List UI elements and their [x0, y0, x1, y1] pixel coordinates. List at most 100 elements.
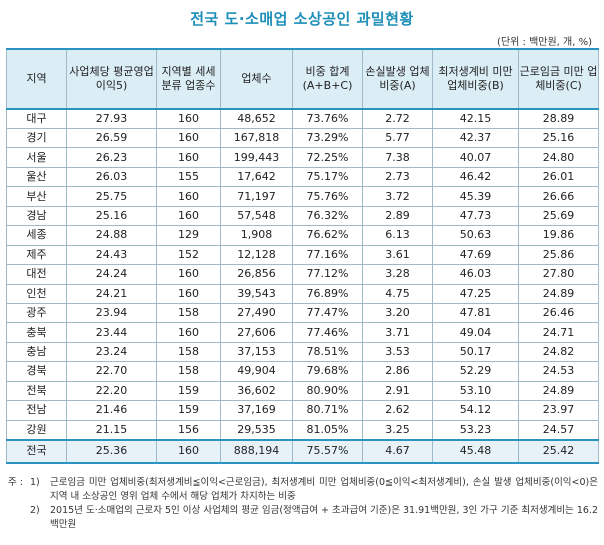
value-cell: 45.39 [432, 186, 519, 207]
value-cell: 199,443 [220, 147, 293, 168]
value-cell: 3.25 [362, 419, 433, 441]
value-cell: 24.57 [518, 419, 599, 441]
value-cell: 12,128 [220, 244, 293, 266]
region-cell: 경북 [6, 361, 67, 382]
value-cell: 26.23 [66, 147, 157, 168]
value-cell: 24.71 [518, 322, 599, 343]
value-cell: 77.47% [292, 302, 363, 324]
value-cell: 160 [156, 438, 221, 464]
value-cell: 3.20 [362, 302, 433, 324]
table-body: 대구 27.93 160 48,652 73.76% 2.72 42.15 28.89 경기 26… [6, 108, 599, 464]
value-cell: 25.16 [66, 205, 157, 227]
value-cell: 160 [156, 283, 221, 304]
value-cell: 78.51% [292, 341, 363, 363]
value-cell: 27.80 [518, 264, 599, 285]
footnote-text: 2015년 도·소매업의 근로자 5인 이상 사업체의 평균 임금(정액급여 +… [50, 505, 598, 530]
value-cell: 2.72 [362, 108, 433, 129]
value-cell: 159 [156, 400, 221, 421]
value-cell: 57,548 [220, 205, 293, 227]
value-cell: 158 [156, 361, 221, 382]
footnote-number: 2) [30, 505, 40, 516]
table-row: 광주 23.94 158 27,490 77.47% 3.20 47.81 26.46 [6, 302, 599, 324]
region-cell: 세종 [6, 225, 67, 246]
region-cell: 전국 [6, 438, 67, 464]
value-cell: 50.63 [432, 225, 519, 246]
page-title: 전국 도·소매업 소상공인 과밀현황 [190, 10, 414, 28]
header-row: 지역 사업체당 평균영업이익5) 지역별 세세분류 업종수 업체수 비중 합계 (A+B… [6, 48, 599, 110]
value-cell: 2.62 [362, 400, 433, 421]
region-cell: 경남 [6, 205, 67, 227]
value-cell: 24.82 [518, 341, 599, 363]
region-cell: 제주 [6, 244, 67, 266]
table-row: 세종 24.88 129 1,908 76.62% 6.13 50.63 19.86 [6, 225, 599, 246]
value-cell: 24.21 [66, 283, 157, 304]
unit-label: (단위 : 백만원, 개, %) [497, 37, 592, 48]
value-cell: 25.16 [518, 127, 599, 149]
footnote-2: 2) 2015년 도·소매업의 근로자 5인 이상 사업체의 평균 임금(정액급… [8, 504, 598, 532]
table-row: 경북 22.70 158 49,904 79.68% 2.86 52.29 24.53 [6, 361, 599, 382]
footnote-text: 근로임금 미만 업체비중(최저생계비≦이익<근로임금), 최저생계비 미만 업체… [50, 477, 598, 502]
value-cell: 25.75 [66, 186, 157, 207]
value-cell: 79.68% [292, 361, 363, 382]
value-cell: 53.10 [432, 380, 519, 402]
table-row: 울산 26.03 155 17,642 75.17% 2.73 46.42 26.01 [6, 166, 599, 188]
total-row: 전국 25.36 160 888,194 75.57% 4.67 45.48 25.42 [6, 438, 599, 464]
value-cell: 49.04 [432, 322, 519, 343]
value-cell: 45.48 [432, 438, 519, 464]
column-header: 사업체당 평균영업이익5) [66, 48, 157, 110]
value-cell: 26.66 [518, 186, 599, 207]
value-cell: 77.46% [292, 322, 363, 343]
table-row: 전북 22.20 159 36,602 80.90% 2.91 53.10 24.89 [6, 380, 599, 402]
value-cell: 3.61 [362, 244, 433, 266]
value-cell: 53.23 [432, 419, 519, 441]
value-cell: 49,904 [220, 361, 293, 382]
footnote-number: 1) [30, 477, 40, 488]
column-header: 지역별 세세분류 업종수 [156, 48, 221, 110]
column-header: 지역 [6, 48, 67, 110]
value-cell: 72.25% [292, 147, 363, 168]
region-cell: 경기 [6, 127, 67, 149]
value-cell: 129 [156, 225, 221, 246]
value-cell: 24.80 [518, 147, 599, 168]
value-cell: 28.89 [518, 108, 599, 129]
region-cell: 전북 [6, 380, 67, 402]
value-cell: 80.71% [292, 400, 363, 421]
table-row: 대전 24.24 160 26,856 77.12% 3.28 46.03 27.80 [6, 264, 599, 285]
value-cell: 73.29% [292, 127, 363, 149]
value-cell: 160 [156, 147, 221, 168]
value-cell: 2.89 [362, 205, 433, 227]
region-cell: 충북 [6, 322, 67, 343]
value-cell: 75.17% [292, 166, 363, 188]
value-cell: 39,543 [220, 283, 293, 304]
value-cell: 888,194 [220, 438, 293, 464]
region-cell: 전남 [6, 400, 67, 421]
value-cell: 158 [156, 302, 221, 324]
value-cell: 26.03 [66, 166, 157, 188]
value-cell: 160 [156, 205, 221, 227]
value-cell: 76.89% [292, 283, 363, 304]
value-cell: 24.88 [66, 225, 157, 246]
value-cell: 42.37 [432, 127, 519, 149]
value-cell: 75.76% [292, 186, 363, 207]
value-cell: 48,652 [220, 108, 293, 129]
value-cell: 42.15 [432, 108, 519, 129]
value-cell: 37,153 [220, 341, 293, 363]
table-row: 경남 25.16 160 57,548 76.32% 2.89 47.73 25.69 [6, 205, 599, 227]
value-cell: 81.05% [292, 419, 363, 441]
table-row: 강원 21.15 156 29,535 81.05% 3.25 53.23 24.57 [6, 419, 599, 441]
value-cell: 23.24 [66, 341, 157, 363]
value-cell: 26.01 [518, 166, 599, 188]
table-row: 전남 21.46 159 37,169 80.71% 2.62 54.12 23.97 [6, 400, 599, 421]
value-cell: 46.42 [432, 166, 519, 188]
table-row: 충북 23.44 160 27,606 77.46% 3.71 49.04 24.71 [6, 322, 599, 343]
column-header: 비중 합계 (A+B+C) [292, 48, 363, 110]
value-cell: 160 [156, 322, 221, 343]
value-cell: 167,818 [220, 127, 293, 149]
region-cell: 부산 [6, 186, 67, 207]
value-cell: 155 [156, 166, 221, 188]
value-cell: 47.25 [432, 283, 519, 304]
value-cell: 3.72 [362, 186, 433, 207]
table-row: 인천 24.21 160 39,543 76.89% 4.75 47.25 24.89 [6, 283, 599, 304]
value-cell: 29,535 [220, 419, 293, 441]
value-cell: 50.17 [432, 341, 519, 363]
